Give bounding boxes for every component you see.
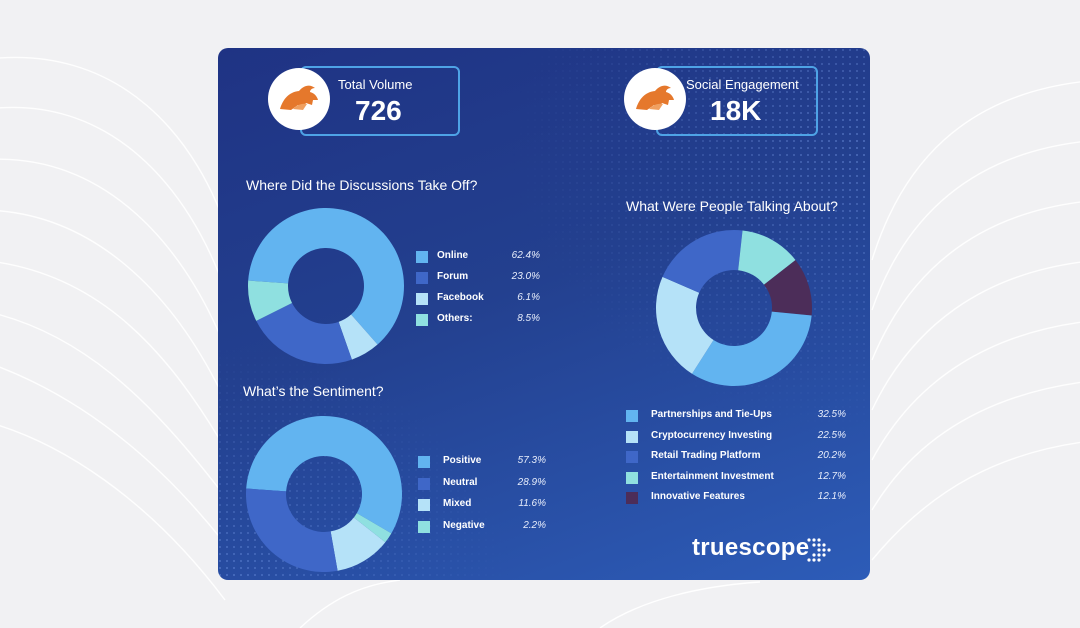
legend-label: Cryptocurrency Investing: [651, 429, 773, 441]
legend-value: 20.2%: [817, 450, 846, 461]
social-engagement-value: 18K: [710, 95, 762, 126]
slice-innovative-features: [763, 259, 812, 316]
social-engagement-label: Social Engagement: [686, 77, 799, 92]
legend-label: Online: [437, 250, 469, 261]
total-volume-value: 726: [355, 95, 402, 126]
legend-swatch: [418, 456, 430, 468]
bull-logo-icon: [280, 85, 318, 110]
legend-value: 2.2%: [523, 519, 546, 531]
slice-cryptocurrency-investing: [656, 276, 714, 374]
legend-swatch: [418, 477, 430, 490]
legend-value: 12.7%: [817, 470, 846, 482]
legend-label: Partnerships and Tie-Ups: [651, 409, 772, 420]
slice-online: [248, 207, 404, 345]
slice-others: [248, 280, 293, 321]
slice-negative: [353, 513, 392, 543]
legend-item-forum: Forum 23.0%: [416, 271, 540, 287]
legend-value: 22.5%: [817, 429, 846, 441]
slice-positive: [246, 416, 402, 534]
slice-neutral: [246, 488, 338, 572]
legend-label: Forum: [437, 271, 469, 282]
legend-item-positive: Positive 57.3%: [418, 455, 546, 471]
legend-swatch: [626, 410, 638, 422]
slice-forum: [256, 303, 352, 364]
legend-swatch: [418, 499, 430, 511]
legend-label: Facebook: [437, 292, 484, 303]
legend-item-neutral: Neutral 28.9%: [418, 477, 546, 493]
slice-mixed: [330, 517, 386, 571]
legend-item-entertainment-investment: Entertainment Investment 12.7%: [626, 471, 846, 487]
legend-item-cryptocurrency-investing: Cryptocurrency Investing 22.5%: [626, 430, 846, 446]
legend-label: Mixed: [443, 498, 472, 509]
legend-swatch: [416, 314, 428, 326]
slice-retail-trading-platform: [662, 230, 743, 293]
legend-swatch: [626, 451, 638, 463]
bull-logo-icon: [636, 85, 674, 110]
legend-swatch: [626, 471, 638, 484]
legend-item-innovative-features: Innovative Features 12.1%: [626, 491, 846, 507]
legend-swatch: [416, 293, 428, 305]
slice-entertainment-investment: [738, 230, 796, 285]
legend-label: Positive: [443, 455, 482, 466]
discussions-donut-chart: [248, 207, 404, 364]
legend-value: 57.3%: [517, 455, 546, 466]
legend-value: 11.6%: [518, 498, 546, 509]
truescope-dots-icon: [807, 538, 831, 562]
legend-value: 23.0%: [511, 271, 540, 282]
legend-label: Retail Trading Platform: [651, 450, 761, 461]
legend-label: Negative: [443, 519, 485, 531]
legend-item-partnerships-and-tie-ups: Partnerships and Tie-Ups 32.5%: [626, 409, 846, 425]
legend-swatch: [418, 520, 430, 533]
legend-value: 28.9%: [517, 476, 546, 488]
legend-swatch: [626, 430, 638, 443]
legend-swatch: [416, 251, 428, 263]
legend-label: Neutral: [443, 476, 478, 488]
legend-swatch: [416, 272, 428, 284]
total-volume-label: Total Volume: [338, 77, 413, 92]
legend-item-negative: Negative 2.2%: [418, 520, 546, 536]
slice-partnerships-and-tie-ups: [692, 311, 812, 386]
legend-label: Innovative Features: [651, 491, 745, 502]
slice-facebook: [338, 314, 378, 360]
topics-donut-chart: [656, 230, 812, 386]
legend-swatch: [626, 492, 638, 504]
legend-item-online: Online 62.4%: [416, 250, 540, 266]
chart-title-topics: What Were People Talking About?: [626, 198, 838, 214]
sentiment-donut-chart: [246, 416, 402, 572]
legend-value: 32.5%: [817, 409, 846, 420]
chart-title-discussions: Where Did the Discussions Take Off?: [246, 177, 478, 193]
legend-item-mixed: Mixed 11.6%: [418, 498, 546, 514]
chart-title-sentiment: What’s the Sentiment?: [243, 383, 384, 399]
social-engagement-logo: [624, 68, 686, 130]
legend-value: 12.1%: [817, 491, 846, 502]
legend-value: 6.1%: [517, 292, 540, 303]
legend-value: 8.5%: [517, 313, 540, 324]
legend-value: 62.4%: [511, 250, 540, 261]
legend-item-facebook: Facebook 6.1%: [416, 292, 540, 308]
legend-item-retail-trading-platform: Retail Trading Platform 20.2%: [626, 450, 846, 466]
legend-label: Entertainment Investment: [651, 470, 774, 482]
brand-wordmark: truescope: [692, 534, 810, 561]
legend-item-others: Others: 8.5%: [416, 313, 540, 329]
total-volume-logo: [268, 68, 330, 130]
legend-label: Others:: [437, 313, 473, 324]
dot-pattern: [218, 48, 870, 580]
report-card: Total Volume 726 Social Engagement 18K W…: [218, 48, 870, 580]
